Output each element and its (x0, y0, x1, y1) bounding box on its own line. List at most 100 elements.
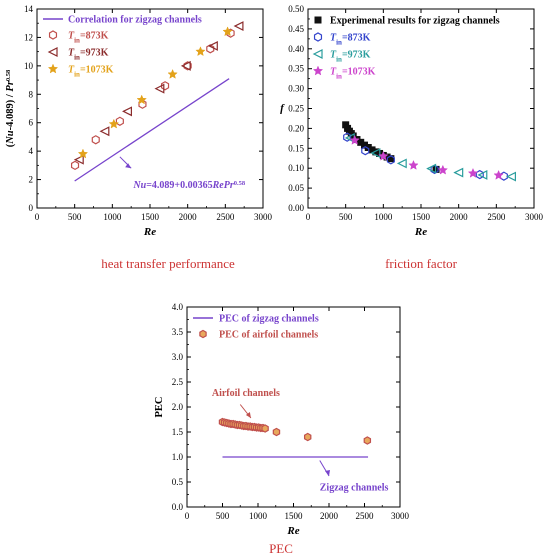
y-tick-label: 10 (24, 61, 34, 71)
x-axis-label: Re (414, 226, 427, 238)
legend-label-1-part: T (330, 33, 337, 44)
zigzag-annotation: Zigzag channels (320, 483, 389, 494)
y-tick-label: 4.0 (172, 302, 184, 312)
y-tick-label: 1.5 (172, 427, 184, 437)
legend-marker-3 (312, 65, 324, 76)
legend-label-2-part: =973K (342, 50, 371, 61)
data-point-3 (437, 164, 449, 175)
y-tick-label: 0.15 (288, 143, 304, 153)
x-tick-label: 1000 (374, 212, 393, 222)
x-axis-label: Re (286, 525, 299, 537)
caption-pec: PEC (269, 541, 293, 556)
y-tick-label: 0.25 (288, 104, 304, 114)
legend-label-3-part: in (336, 73, 342, 81)
legend-label-0-part: =873K (80, 31, 109, 42)
x-tick-label: 500 (216, 511, 230, 521)
data-point-3 (493, 169, 504, 180)
x-axis-label: Re (143, 226, 156, 238)
data-point-1 (180, 60, 191, 71)
y-tick-label: 3.5 (172, 327, 184, 337)
y-axis-label-part: ( (5, 143, 16, 147)
data-point-0 (91, 135, 100, 145)
data-point-0 (364, 144, 372, 152)
x-tick-label: 3000 (525, 212, 544, 222)
data-point-1 (207, 40, 218, 51)
legend-airfoil-label: PEC of airfoil channels (219, 330, 318, 341)
caption-friction-factor: friction factor (385, 256, 457, 271)
legend-marker-1 (313, 32, 323, 42)
caption-heat-transfer: heat transfer performance (101, 256, 235, 271)
data-point-1 (73, 154, 84, 165)
annotation-arrowhead (125, 163, 132, 169)
y-tick-label: 0.20 (288, 123, 304, 133)
data-point-0 (342, 121, 350, 129)
legend-label-0-part: T (68, 31, 75, 42)
legend-label-1-part: in (74, 54, 80, 62)
data-point-2 (453, 167, 464, 178)
legend-marker-2 (312, 49, 323, 59)
airfoil-annotation: Airfoil channels (212, 388, 280, 399)
x-tick-label: 2500 (216, 212, 235, 222)
airfoil-arrowhead (245, 412, 251, 418)
data-point-2 (396, 158, 407, 169)
correlation-annotation-part: RePr (212, 180, 234, 191)
data-point-2 (370, 148, 381, 159)
y-tick-label: 0.35 (288, 64, 304, 74)
y-tick-label: 2 (29, 175, 34, 185)
data-point-2 (506, 171, 517, 182)
x-tick-label: 3000 (254, 212, 273, 222)
data-point-0 (303, 432, 312, 442)
data-point-0 (206, 44, 215, 54)
data-point-0 (368, 146, 376, 154)
legend-label-1: Tin=973K (68, 48, 109, 62)
y-tick-label: 1.0 (172, 452, 184, 462)
x-tick-label: 1000 (103, 212, 122, 222)
y-axis-label: (Nu-4.089) / Pr0.58 (5, 69, 17, 147)
data-point-1 (233, 21, 244, 32)
data-point-0 (272, 427, 281, 437)
data-point-0 (357, 138, 365, 146)
data-point-3 (378, 150, 389, 161)
data-point-0 (383, 153, 391, 161)
data-point-2 (222, 26, 233, 37)
data-point-0 (183, 61, 192, 71)
x-tick-label: 0 (35, 212, 40, 222)
data-point-1 (361, 145, 370, 156)
chart-friction-factor: 0 500 1000 1500 2000 2500 3000 0.00 0.05 0.10 0.15… (280, 4, 543, 271)
data-point-2 (136, 94, 147, 105)
y-tick-label: 0.10 (288, 163, 304, 173)
legend-label-0: Tin=873K (68, 31, 109, 45)
correlation-annotation-part: =4.089+0.00365 (146, 180, 212, 191)
y-tick-label: 0.5 (172, 477, 184, 487)
data-point-0 (349, 132, 357, 140)
x-tick-label: 3000 (391, 511, 410, 521)
y-axis-label-part: Pr (5, 80, 16, 91)
legend-label-1-part: in (336, 39, 342, 47)
correlation-line (74, 78, 230, 182)
y-tick-label: 0.00 (288, 203, 304, 213)
y-tick-label: 2.0 (172, 402, 184, 412)
data-point-3 (408, 159, 419, 170)
data-point-1 (386, 155, 395, 165)
y-tick-label: 3.0 (172, 352, 184, 362)
legend-marker-0 (48, 30, 58, 40)
legend-label-2-part: T (68, 65, 75, 76)
legend-label-2: Tin=973K (330, 50, 371, 64)
x-tick-label: 2000 (179, 212, 198, 222)
legend-label-2-part: =1073K (80, 65, 114, 76)
y-tick-label: 0.40 (288, 44, 304, 54)
x-tick-label: 1500 (412, 212, 431, 222)
y-tick-label: 0.50 (288, 4, 304, 14)
chart-heat-transfer: 0 500 1000 1500 2000 2500 300002468101214(Nu-4… (5, 4, 273, 271)
correlation-annotation: Nu=4.089+0.00365RePr0.58 (132, 180, 245, 192)
legend-label-3-part: =1073K (342, 67, 376, 78)
x-tick-label: 500 (68, 212, 82, 222)
zigzag-arrowhead (325, 470, 330, 476)
y-tick-label: 8 (29, 89, 34, 99)
data-point-2 (477, 169, 488, 180)
y-tick-label: 4 (29, 146, 34, 156)
data-point-0 (363, 436, 372, 445)
legend-zigzag-label: PEC of zigzag channels (219, 314, 319, 325)
data-point-1 (99, 126, 110, 137)
